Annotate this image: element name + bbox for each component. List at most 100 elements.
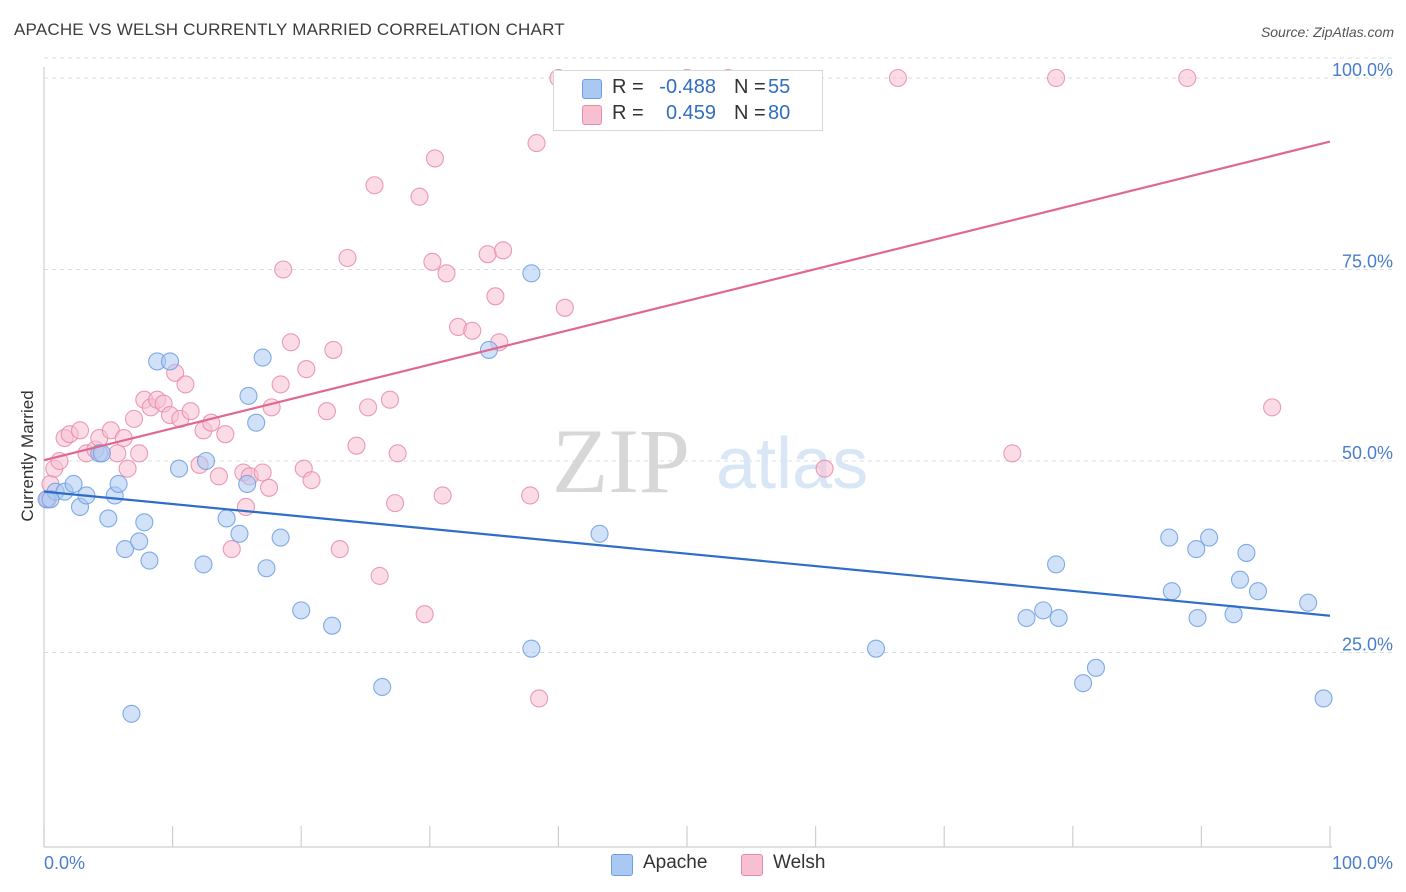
apache-point	[1047, 555, 1066, 574]
apache-point	[169, 459, 189, 478]
y-tick-label: 50.0%	[1342, 443, 1393, 463]
welsh-point	[324, 340, 343, 359]
y-axis-label: Currently Married	[18, 390, 37, 521]
welsh-point	[70, 421, 90, 440]
apache-point	[1074, 674, 1093, 693]
apache-point	[239, 386, 258, 405]
welsh-point	[302, 471, 321, 490]
apache-point	[238, 474, 257, 494]
welsh-point	[555, 298, 574, 317]
watermark-zip: ZIP	[552, 410, 690, 512]
trend-lines	[43, 140, 1331, 617]
apache-point	[1224, 605, 1243, 624]
apache-point	[217, 509, 236, 528]
apache-point	[160, 352, 180, 371]
apache-point	[292, 601, 311, 620]
welsh-point	[236, 497, 255, 517]
series-legend: Apache Welsh	[0, 851, 1406, 877]
welsh-point	[297, 360, 316, 379]
apache-point	[1200, 528, 1219, 547]
apache-point	[253, 348, 272, 367]
welsh-point	[209, 467, 228, 486]
welsh-point	[415, 605, 434, 624]
apache-point	[866, 639, 886, 658]
welsh-legend-swatch	[741, 854, 763, 876]
welsh-point	[370, 566, 389, 585]
welsh-point	[1047, 68, 1066, 88]
apache-point	[247, 413, 266, 432]
welsh-point	[271, 375, 290, 394]
r-value: 0.459	[665, 102, 716, 124]
apache-point	[1299, 593, 1318, 612]
apache-point	[109, 474, 128, 494]
welsh-point	[359, 398, 378, 417]
x-tick-label-max: 100.0%	[1332, 853, 1393, 873]
welsh-point	[530, 689, 549, 708]
apache-trend-line	[43, 490, 1331, 617]
r-label: R =	[612, 102, 644, 124]
apache-point	[1049, 608, 1068, 628]
apache-point	[1034, 601, 1053, 620]
apache-point	[522, 264, 541, 283]
welsh-point	[494, 241, 513, 260]
welsh-point	[486, 287, 505, 306]
welsh-point	[1003, 444, 1022, 463]
x-tick-label-min: 0.0%	[44, 853, 85, 873]
y-tick-label: 75.0%	[1342, 252, 1393, 272]
apache-point	[64, 474, 83, 494]
welsh-point	[386, 494, 405, 513]
welsh-point	[410, 187, 429, 206]
apache-point	[1237, 543, 1256, 562]
apache-point	[41, 490, 60, 509]
legend-label-apache: Apache	[643, 852, 708, 873]
welsh-points	[38, 68, 1282, 708]
apache-point	[115, 540, 135, 559]
welsh-point	[259, 478, 279, 497]
apache-point	[1248, 582, 1268, 601]
welsh-point	[527, 134, 546, 153]
welsh-point	[388, 444, 407, 463]
welsh-point	[1178, 68, 1197, 88]
welsh-point	[815, 459, 834, 478]
welsh-point	[253, 463, 272, 482]
welsh-point	[463, 321, 482, 340]
welsh-point	[423, 252, 442, 271]
apache-point	[1160, 528, 1179, 547]
apache-point	[1086, 658, 1105, 677]
welsh-point	[118, 459, 137, 478]
apache-point	[1230, 570, 1250, 589]
welsh-point	[181, 402, 200, 421]
legend-label-welsh: Welsh	[773, 852, 826, 873]
welsh-point	[888, 68, 907, 88]
apache-point	[140, 551, 159, 570]
apache-swatch	[582, 79, 602, 99]
n-value: 80	[768, 102, 791, 124]
apache-point	[99, 509, 118, 528]
apache-point	[1188, 608, 1207, 628]
y-tick-label: 100.0%	[1332, 60, 1393, 80]
apache-points	[37, 264, 1333, 723]
apache-point	[1162, 582, 1181, 601]
apache-point	[590, 524, 609, 543]
apache-point	[130, 532, 149, 551]
legend-row-welsh: R = 0.459 N = 80	[554, 101, 822, 127]
axes	[43, 67, 1332, 848]
welsh-point	[130, 444, 149, 463]
welsh-point	[380, 390, 399, 409]
welsh-point	[433, 486, 452, 505]
welsh-point	[281, 333, 300, 352]
apache-point	[230, 524, 249, 543]
source-label: Source: ZipAtlas.com	[1260, 24, 1394, 40]
apache-point	[1017, 608, 1036, 628]
watermark-atlas: atlas	[716, 424, 868, 504]
welsh-point	[108, 444, 127, 463]
watermark: ZIP atlas	[552, 410, 868, 512]
welsh-point	[478, 245, 497, 264]
welsh-point	[317, 402, 336, 421]
apache-point	[522, 639, 541, 658]
welsh-point	[176, 375, 195, 394]
welsh-point	[365, 176, 384, 195]
apache-point	[271, 528, 290, 547]
stats-legend: R = -0.488 N = 55 R = 0.459 N = 80	[553, 70, 823, 131]
